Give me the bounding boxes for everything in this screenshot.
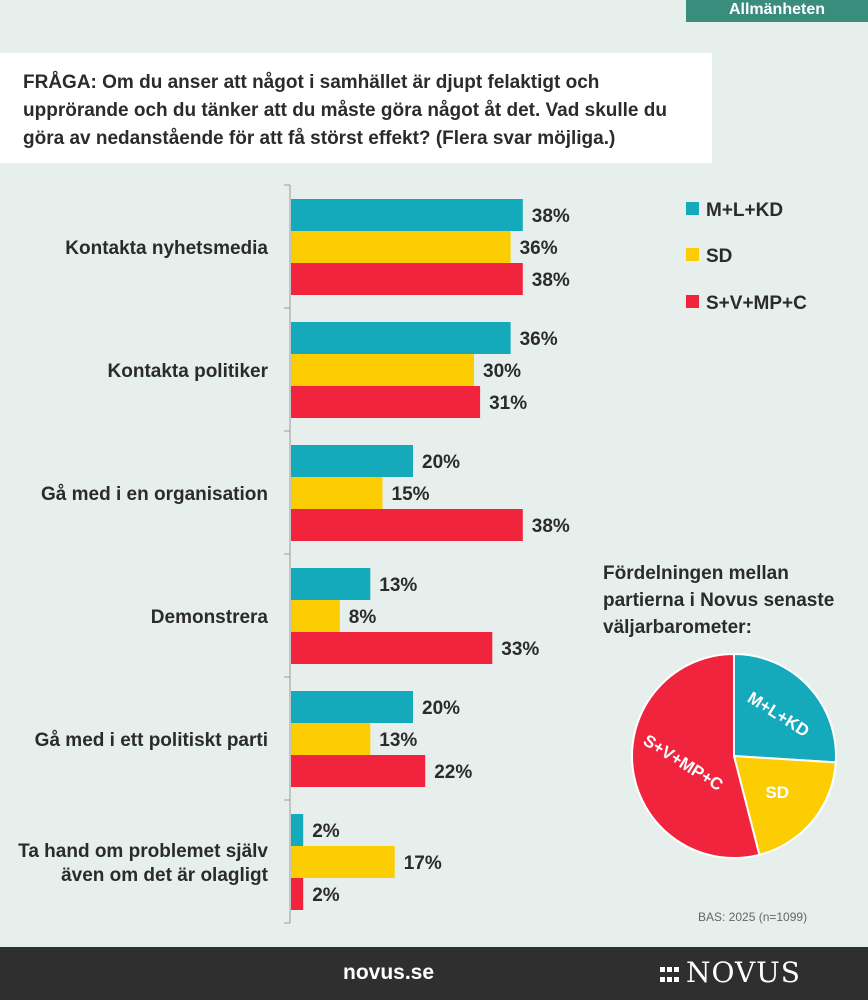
bar bbox=[291, 509, 523, 541]
category-label: Ta hand om problemet själv även om det är… bbox=[18, 841, 269, 886]
bar-value-label: 2% bbox=[312, 821, 340, 842]
bar-value-label: 36% bbox=[520, 329, 558, 350]
category-label-line: Gå med i en organisation bbox=[41, 484, 268, 505]
category-label: Kontakta nyhetsmedia bbox=[65, 238, 268, 259]
bar bbox=[291, 878, 304, 910]
bar-value-label: 36% bbox=[520, 238, 558, 259]
question-text: FRÅGA: Om du anser att något i samhället… bbox=[0, 53, 712, 163]
bar bbox=[291, 600, 340, 632]
bar-value-label: 13% bbox=[379, 575, 417, 596]
bar bbox=[291, 386, 481, 418]
novus-logo-mark-icon bbox=[660, 966, 679, 982]
legend-label-sd: SD bbox=[706, 246, 733, 267]
bar bbox=[291, 568, 371, 600]
novus-logo: NOVUS bbox=[660, 956, 801, 989]
bar bbox=[291, 263, 523, 295]
bar bbox=[291, 322, 511, 354]
bar bbox=[291, 691, 413, 723]
bar-value-label: 2% bbox=[312, 885, 340, 906]
category-label-line: Kontakta politiker bbox=[108, 361, 269, 382]
bar-value-label: 20% bbox=[422, 452, 460, 473]
bar bbox=[291, 846, 395, 878]
bar-value-label: 33% bbox=[501, 639, 539, 660]
legend-swatch-sd bbox=[686, 248, 699, 261]
category-label: Kontakta politiker bbox=[108, 361, 269, 382]
footer: novus.se NOVUS bbox=[0, 947, 868, 1000]
bar-value-label: 38% bbox=[532, 206, 570, 227]
bar-value-label: 17% bbox=[404, 853, 442, 874]
bar bbox=[291, 632, 493, 664]
footer-url[interactable]: novus.se bbox=[343, 961, 435, 984]
bar-value-label: 20% bbox=[422, 698, 460, 719]
bar bbox=[291, 814, 304, 846]
novus-logo-text: NOVUS bbox=[686, 956, 801, 989]
bar bbox=[291, 231, 511, 263]
bar bbox=[291, 723, 371, 755]
category-label-line: Gå med i ett politiskt parti bbox=[35, 730, 268, 751]
category-label: Demonstrera bbox=[151, 607, 269, 628]
bar-chart: Kontakta nyhetsmedia 38% 36% 38% Kontakta po… bbox=[18, 184, 570, 924]
bar-value-label: 30% bbox=[483, 361, 521, 382]
legend-label-svmpc: S+V+MP+C bbox=[706, 293, 807, 314]
bar bbox=[291, 445, 413, 477]
bar-value-label: 13% bbox=[379, 730, 417, 751]
bar bbox=[291, 755, 426, 787]
bar-value-label: 38% bbox=[532, 270, 570, 291]
bar bbox=[291, 354, 474, 386]
category-label-line: även om det är olagligt bbox=[61, 865, 269, 886]
bar-value-label: 8% bbox=[349, 607, 377, 628]
legend-swatch-mlkd bbox=[686, 202, 699, 215]
category-label-line: Demonstrera bbox=[151, 607, 269, 628]
pie-slice-label: SD bbox=[765, 783, 789, 802]
legend-label-mlkd: M+L+KD bbox=[706, 200, 784, 221]
pie-slice bbox=[732, 754, 837, 857]
bar bbox=[291, 477, 383, 509]
legend-swatch-svmpc bbox=[686, 295, 699, 308]
pie-slice bbox=[631, 652, 761, 859]
sample-base: BAS: 2025 (n=1099) bbox=[698, 910, 808, 924]
audience-tag: Allmänheten bbox=[686, 0, 868, 22]
bar-value-label: 31% bbox=[489, 393, 527, 414]
category-label-line: Ta hand om problemet själv bbox=[18, 841, 268, 862]
category-label: Gå med i ett politiskt parti bbox=[35, 730, 268, 751]
category-label: Gå med i en organisation bbox=[41, 484, 268, 505]
bar-value-label: 15% bbox=[392, 484, 430, 505]
bar bbox=[291, 199, 523, 231]
bar-value-label: 38% bbox=[532, 516, 570, 537]
pie-slice bbox=[733, 652, 837, 764]
category-label-line: Kontakta nyhetsmedia bbox=[65, 238, 268, 259]
bar-value-label: 22% bbox=[434, 762, 472, 783]
pie-title: Fördelningen mellan partierna i Novus se… bbox=[603, 563, 835, 638]
